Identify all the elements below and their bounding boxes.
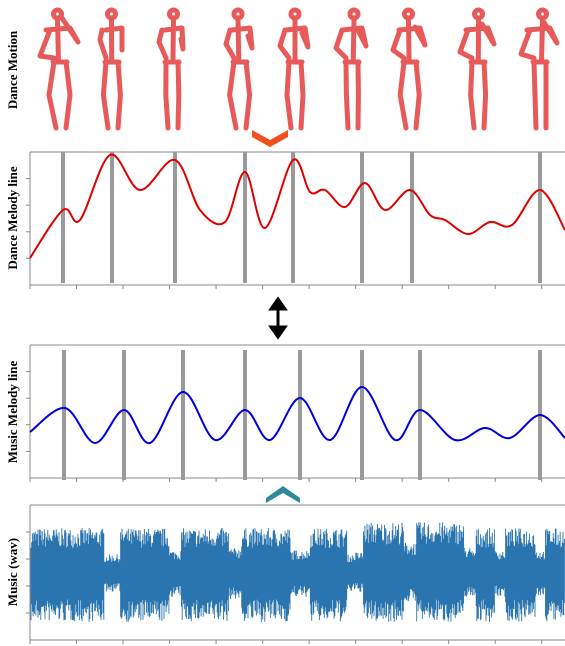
dancer [277,7,311,131]
dancer [518,7,560,131]
dancer [390,7,428,131]
waveform [30,522,565,622]
dance-melody-curve [29,153,565,259]
dancer-body [518,17,560,131]
panel-label: Dance Melody line [5,166,20,269]
dancer-body [457,17,497,131]
dancer [457,7,497,131]
panel-label: Dance Motion [5,30,20,109]
dancer [97,7,125,131]
up-chevron [266,486,300,503]
dancer-head [536,7,549,21]
dancer [333,7,369,131]
panel-frame [29,151,565,641]
music-melody-curve [29,385,565,445]
dancer-body [156,17,186,131]
dancer-head [472,7,485,21]
dancer [156,7,186,131]
double-arrow [268,296,288,340]
marks [26,7,565,644]
dancer-body [277,17,311,131]
dancer-body [223,17,255,131]
down-chevron [252,130,288,147]
dancer-body [97,17,125,131]
dancer-body [37,15,81,131]
dancer [223,7,255,131]
dancer [37,7,81,131]
dancer-head [402,7,415,21]
panel-label: Music (wav) [5,538,20,606]
dancer-head [347,7,361,21]
dancer-head [167,7,180,21]
panel-label: Music Melody line [5,360,20,463]
dancer-head [288,7,302,21]
dancer-head [105,7,118,21]
dancer-body [390,17,428,131]
dancer-body [333,17,369,131]
dancer-head [231,7,245,21]
